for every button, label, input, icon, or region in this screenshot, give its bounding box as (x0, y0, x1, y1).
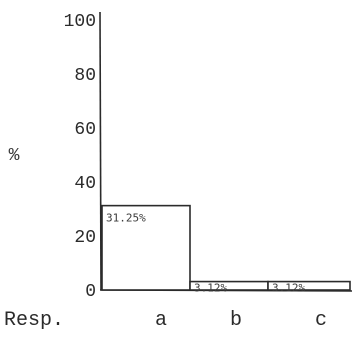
chart-labels: 100 80 60 40 20 0% Resp. 31.25% a 3.12% b 3.12% c (4, 12, 327, 332)
x-axis-label: Resp. (4, 309, 64, 332)
y-tick-label: 100 (64, 12, 96, 32)
data-label-a: 31.25% (106, 212, 146, 225)
y-axis-line (99, 11, 102, 291)
y-tick-label: 0 (85, 282, 96, 302)
bar-a (101, 204, 191, 291)
data-label-b: 3.12% (194, 282, 227, 295)
y-axis-label: % (9, 146, 20, 166)
chart-bars (101, 204, 351, 291)
y-tick-label: 20 (74, 228, 96, 248)
category-label-c: c (315, 309, 327, 332)
category-label-a: a (155, 309, 167, 332)
bar-c (267, 280, 351, 291)
y-tick-label: 60 (74, 120, 96, 140)
data-label-c: 3.12% (272, 282, 305, 295)
category-label-b: b (230, 309, 242, 332)
y-tick-label: 80 (74, 66, 96, 86)
y-tick-label: 40 (74, 174, 96, 194)
